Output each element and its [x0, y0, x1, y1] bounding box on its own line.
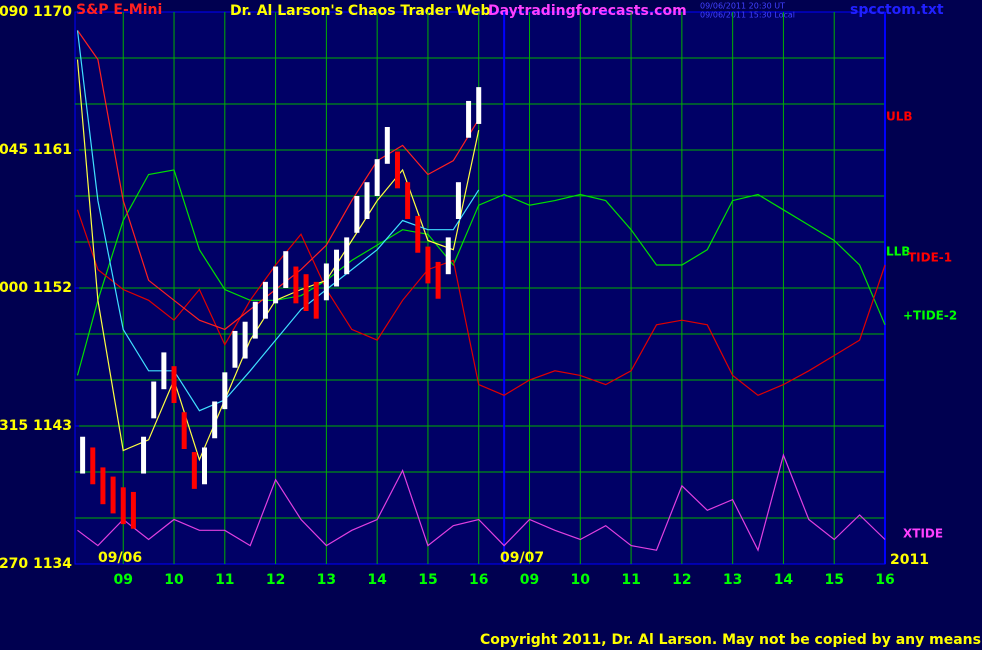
y-tick-label: 270 1134 [0, 556, 72, 572]
chart-title: Dr. Al Larson's Chaos Trader Web [230, 3, 491, 19]
series-line [76, 209, 886, 396]
timestamp: 09/06/2011 20:30 UT [700, 2, 785, 11]
site: Daytradingforecasts.com [488, 3, 687, 19]
x-tick-label: 12 [672, 572, 691, 588]
x-tick-label: 16 [875, 572, 894, 588]
date-label: 2011 [890, 552, 929, 568]
annotation: LLB [886, 245, 910, 259]
x-tick-label: 12 [266, 572, 285, 588]
x-tick-label: 10 [164, 572, 184, 588]
series-line [76, 30, 480, 412]
date-label: 09/06 [98, 550, 142, 566]
x-tick-label: 11 [215, 572, 234, 588]
annotation: TIDE-1 [908, 251, 952, 265]
annotation: XTIDE [903, 527, 943, 541]
x-tick-label: 14 [367, 572, 387, 588]
annotation: ULB [886, 110, 913, 124]
date-label: 09/07 [500, 550, 544, 566]
y-tick-label: 045 1161 [0, 142, 72, 158]
annotation: +TIDE-2 [903, 309, 957, 323]
x-tick-label: 11 [621, 572, 640, 588]
y-tick-label: 090 1170 [0, 4, 72, 20]
x-tick-label: 14 [774, 572, 794, 588]
x-tick-label: 09 [114, 572, 133, 588]
x-tick-label: 15 [824, 572, 843, 588]
file-name: spcctom.txt [850, 2, 944, 18]
timestamp: 09/06/2011 15:30 Local [700, 11, 795, 20]
series-line [77, 453, 886, 552]
x-tick-label: 13 [317, 572, 336, 588]
y-tick-label: 000 1152 [0, 280, 72, 296]
source: S&P E-Mini [76, 2, 162, 18]
x-tick-label: 10 [571, 572, 591, 588]
copyright: Copyright 2011, Dr. Al Larson. May not b… [480, 632, 982, 648]
x-tick-label: 09 [520, 572, 539, 588]
x-tick-label: 16 [469, 572, 488, 588]
series-line [76, 169, 886, 376]
y-tick-label: 315 1143 [0, 418, 72, 434]
x-tick-label: 13 [723, 572, 742, 588]
x-tick-label: 15 [418, 572, 437, 588]
